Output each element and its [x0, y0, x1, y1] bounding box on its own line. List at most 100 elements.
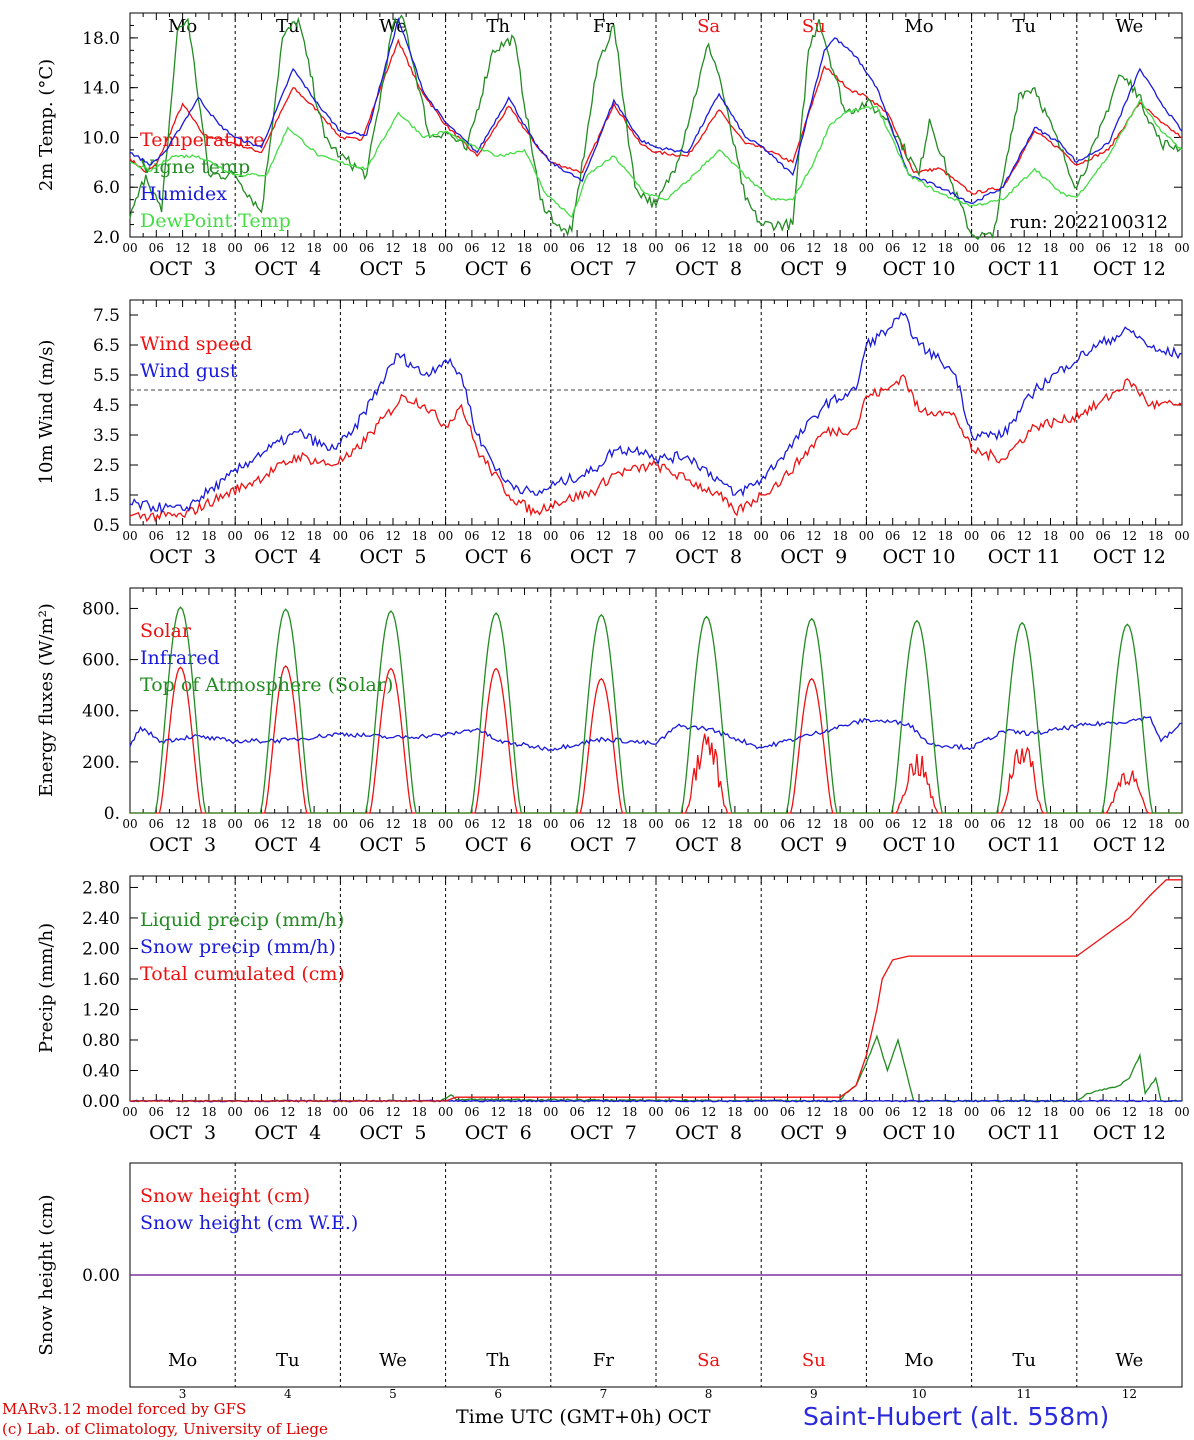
hour-label: 12	[385, 1105, 400, 1119]
hour-label: 18	[1043, 1105, 1058, 1119]
y-tick-label: 2.5	[93, 456, 120, 476]
weekday-label: We	[379, 1350, 407, 1371]
hour-label: 06	[149, 817, 164, 831]
date-label: OCT 7	[570, 1122, 637, 1144]
x-axis-label: Time UTC (GMT+0h) OCT	[456, 1406, 711, 1428]
hour-label: 18	[201, 817, 216, 831]
legend-entry: Liquid precip (mm/h)	[140, 909, 344, 931]
hour-label: 06	[1095, 817, 1110, 831]
hour-label: 12	[385, 817, 400, 831]
hour-label: 06	[990, 1105, 1005, 1119]
weekday-label: We	[1116, 1350, 1144, 1371]
date-label: OCT 3	[149, 258, 216, 280]
hour-label: 06	[254, 529, 269, 543]
hour-label: 00	[859, 1105, 874, 1119]
y-tick-label: 1.5	[93, 486, 120, 506]
hour-label: 06	[254, 241, 269, 255]
hour-label: 00	[754, 1105, 769, 1119]
hour-label: 12	[911, 817, 926, 831]
date-label: OCT 5	[360, 258, 427, 280]
hour-label: 06	[254, 1105, 269, 1119]
y-tick-label: 0.80	[82, 1031, 120, 1051]
hour-label: 18	[201, 529, 216, 543]
hour-label: 18	[1148, 529, 1163, 543]
hour-label: 12	[701, 529, 716, 543]
hour-label: 00	[648, 241, 663, 255]
hour-label: 18	[832, 529, 847, 543]
hour-label: 12	[280, 1105, 295, 1119]
hour-label: 12	[701, 817, 716, 831]
hour-label: 18	[517, 1105, 532, 1119]
legend-entry: Infrared	[140, 647, 220, 669]
hour-label: 06	[990, 241, 1005, 255]
date-label: OCT 4	[254, 834, 321, 856]
y-tick-label: 7.5	[93, 306, 120, 326]
date-label: OCT 9	[780, 258, 847, 280]
hour-label: 00	[1069, 1105, 1084, 1119]
y-axis-label: Energy fluxes (W/m²)	[36, 603, 57, 797]
date-label: OCT 8	[675, 546, 742, 568]
hour-label: 12	[1017, 241, 1032, 255]
y-tick-label: 6.5	[93, 336, 120, 356]
y-tick-label: 0.00	[82, 1092, 120, 1112]
hour-label: 18	[517, 817, 532, 831]
hour-label: 12	[491, 1105, 506, 1119]
hour-label: 12	[1122, 1105, 1137, 1119]
hour-label: 18	[306, 1105, 321, 1119]
hour-label: 06	[675, 241, 690, 255]
hour-label: 00	[333, 241, 348, 255]
series-line-wind-gust	[129, 311, 1183, 515]
date-label: OCT 9	[780, 546, 847, 568]
hour-label: 12	[1017, 529, 1032, 543]
hour-label: 18	[412, 1105, 427, 1119]
legend-entry: Humidex	[140, 183, 227, 205]
hour-label: 00	[333, 529, 348, 543]
hour-label: 00	[859, 817, 874, 831]
hour-label: 00	[543, 817, 558, 831]
hour-label: 18	[938, 241, 953, 255]
hour-label: 00	[754, 241, 769, 255]
y-tick-label: 18.0	[82, 29, 120, 49]
hour-label: 00	[1174, 529, 1189, 543]
hour-label: 12	[1122, 241, 1137, 255]
day-number: 11	[1017, 1387, 1032, 1401]
y-axis-label: Snow height (cm)	[36, 1194, 57, 1355]
hour-label: 18	[832, 241, 847, 255]
hour-label: 00	[1069, 241, 1084, 255]
date-label: OCT 11	[988, 834, 1061, 856]
series-line-humidex	[129, 17, 1183, 205]
hour-label: 00	[1069, 817, 1084, 831]
weekday-label: We	[1116, 16, 1144, 37]
hour-label: 18	[306, 241, 321, 255]
y-tick-label: 2.40	[82, 909, 120, 929]
hour-label: 00	[648, 1105, 663, 1119]
day-number: 3	[179, 1387, 187, 1401]
legend-entry: DewPoint Temp	[140, 210, 291, 232]
hour-label: 06	[675, 1105, 690, 1119]
hour-label: 06	[359, 241, 374, 255]
hour-label: 06	[254, 817, 269, 831]
hour-label: 12	[491, 241, 506, 255]
hour-label: 18	[622, 241, 637, 255]
legend-entry: Snow height (cm)	[140, 1185, 310, 1207]
date-label: OCT 11	[988, 546, 1061, 568]
hour-label: 18	[1043, 817, 1058, 831]
hour-label: 12	[806, 241, 821, 255]
hour-label: 06	[780, 1105, 795, 1119]
date-label: OCT 10	[882, 546, 955, 568]
hour-label: 12	[175, 817, 190, 831]
series-line-total-cumulated-cm-	[130, 879, 1182, 1102]
y-tick-label: 2.80	[82, 878, 120, 898]
hour-label: 00	[228, 1105, 243, 1119]
hour-label: 00	[543, 1105, 558, 1119]
hour-label: 00	[648, 817, 663, 831]
hour-label: 12	[385, 241, 400, 255]
y-tick-label: 200.	[82, 753, 120, 773]
date-label: OCT 6	[465, 834, 532, 856]
hour-label: 12	[911, 529, 926, 543]
legend-entry: Top of Atmosphere (Solar)	[140, 674, 393, 696]
hour-label: 18	[1043, 529, 1058, 543]
hour-label: 12	[1017, 817, 1032, 831]
hour-label: 06	[464, 241, 479, 255]
